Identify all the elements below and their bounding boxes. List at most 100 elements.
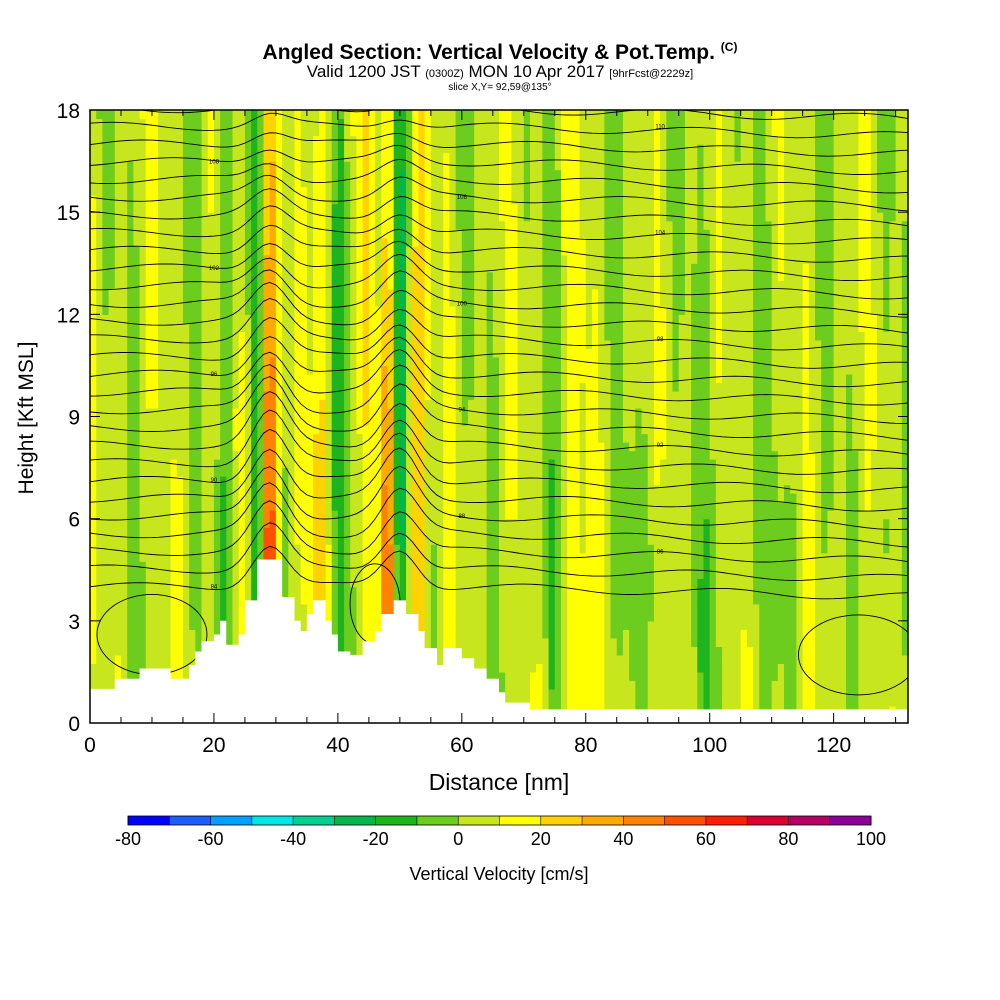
field-cell: [313, 552, 320, 562]
field-cell: [114, 144, 122, 154]
field-cell: [455, 229, 463, 239]
field-cell: [244, 476, 252, 486]
field-cell: [288, 203, 296, 213]
field-cell: [319, 127, 327, 137]
field-cell: [468, 305, 475, 315]
field-cell: [486, 510, 494, 520]
field-cell: [492, 246, 500, 256]
field-cell: [480, 365, 488, 375]
field-cell: [127, 356, 134, 367]
field-cell: [139, 637, 147, 647]
field-cell: [486, 135, 494, 145]
field-cell: [375, 535, 382, 545]
field-cell: [319, 450, 327, 460]
field-cell: [257, 450, 265, 460]
field-cell: [244, 254, 252, 264]
field-cell: [443, 586, 451, 596]
field-cell: [294, 331, 302, 341]
field-cell: [133, 399, 141, 409]
field-cell: [331, 237, 339, 247]
slice-info: slice X,Y= 92,59@135°: [448, 82, 552, 93]
field-cell: [375, 544, 382, 554]
field-cell: [337, 637, 345, 647]
field-cell: [300, 442, 308, 452]
field-cell: [114, 220, 122, 230]
field-cell: [226, 535, 234, 545]
field-cell: [257, 195, 265, 205]
field-cell: [443, 637, 451, 647]
field-cell: [437, 220, 444, 230]
field-cell: [282, 416, 289, 426]
field-cell: [189, 510, 196, 520]
field-cell: [213, 348, 221, 358]
field-cell: [319, 144, 327, 154]
field-cell: [232, 246, 240, 256]
field-cell: [331, 280, 339, 290]
field-cell: [207, 390, 215, 401]
field-cell: [182, 603, 190, 613]
field-cell: [387, 144, 395, 154]
field-cell: [381, 305, 389, 315]
field-cell: [251, 407, 258, 418]
field-cell: [430, 144, 438, 154]
field-cell: [449, 305, 457, 315]
field-cell: [176, 288, 184, 298]
field-cell: [220, 561, 227, 571]
field-cell: [368, 493, 376, 503]
field-cell: [139, 127, 147, 137]
field-cell: [480, 654, 488, 664]
field-cell: [151, 399, 159, 409]
field-cell: [182, 365, 190, 375]
field-cell: [96, 246, 103, 256]
field-cell: [96, 280, 103, 290]
field-cell: [207, 467, 215, 477]
field-cell: [375, 510, 382, 520]
field-cell: [120, 212, 128, 222]
field-cell: [263, 373, 271, 384]
field-cell: [511, 433, 519, 443]
field-cell: [461, 442, 469, 452]
field-cell: [96, 416, 103, 426]
field-cell: [486, 603, 494, 613]
field-cell: [145, 646, 153, 656]
field-cell: [399, 161, 407, 171]
field-cell: [263, 484, 271, 494]
field-cell: [418, 297, 426, 307]
field-cell: [418, 518, 426, 528]
field-cell: [90, 237, 97, 247]
field-cell: [486, 629, 494, 639]
field-cell: [257, 493, 265, 503]
field-cell: [331, 356, 339, 367]
field-cell: [449, 450, 457, 460]
field-cell: [114, 118, 122, 128]
field-cell: [325, 271, 333, 281]
field-cell: [238, 118, 246, 128]
field-cell: [418, 535, 426, 545]
field-cell: [133, 356, 141, 367]
field-cell: [350, 433, 358, 443]
field-cell: [356, 442, 364, 452]
field-cell: [182, 663, 190, 673]
field-cell: [288, 493, 296, 503]
field-cell: [176, 646, 184, 656]
field-cell: [151, 663, 159, 673]
field-cell: [393, 348, 401, 358]
field-cell: [102, 118, 110, 128]
field-cell: [244, 203, 252, 213]
field-cell: [139, 663, 147, 673]
field-cell: [393, 561, 401, 571]
field-cell: [362, 416, 370, 426]
field-cell: [207, 459, 215, 469]
field-cell: [139, 288, 147, 298]
field-cell: [232, 484, 240, 494]
field-cell: [102, 178, 110, 188]
field-cell: [455, 237, 463, 247]
field-cell: [362, 288, 370, 298]
field-cell: [486, 459, 494, 469]
field-cell: [505, 416, 512, 426]
field-cell: [393, 127, 401, 137]
field-cell: [468, 280, 475, 290]
field-cell: [424, 476, 432, 486]
field-cell: [96, 586, 103, 596]
field-cell: [251, 178, 258, 188]
